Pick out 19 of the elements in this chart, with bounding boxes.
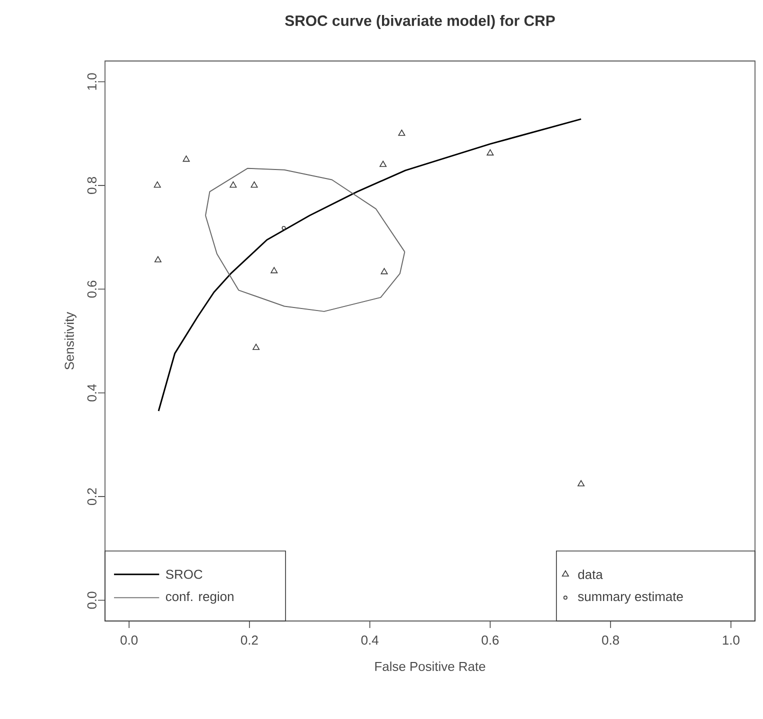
legend-label: conf. region	[166, 592, 234, 604]
y-tick-label: 0.6	[87, 280, 96, 298]
y-tick-label: 1.0	[87, 73, 96, 90]
y-tick-label: 0.2	[87, 488, 96, 506]
legend-label: data	[578, 570, 603, 580]
x-tick-label: 1.0	[722, 636, 740, 645]
x-tick-label: 0.2	[240, 636, 258, 645]
legend-label: summary estimate	[578, 592, 683, 604]
legend-label: SROC	[166, 570, 202, 579]
x-tick-label: 0.4	[361, 636, 378, 645]
x-axis-title: False Positive Rate	[375, 662, 486, 672]
y-tick-label: 0.4	[87, 384, 96, 402]
y-tick-label: 0.8	[87, 177, 96, 194]
y-tick-label: 0.0	[87, 592, 96, 609]
chart-title: SROC curve (bivariate model) for CRP	[285, 15, 555, 29]
x-tick-label: 0.0	[120, 636, 138, 645]
y-axis-title: Sensitivity	[64, 312, 76, 370]
x-tick-label: 0.8	[602, 636, 619, 645]
x-tick-label: 0.6	[482, 636, 499, 645]
